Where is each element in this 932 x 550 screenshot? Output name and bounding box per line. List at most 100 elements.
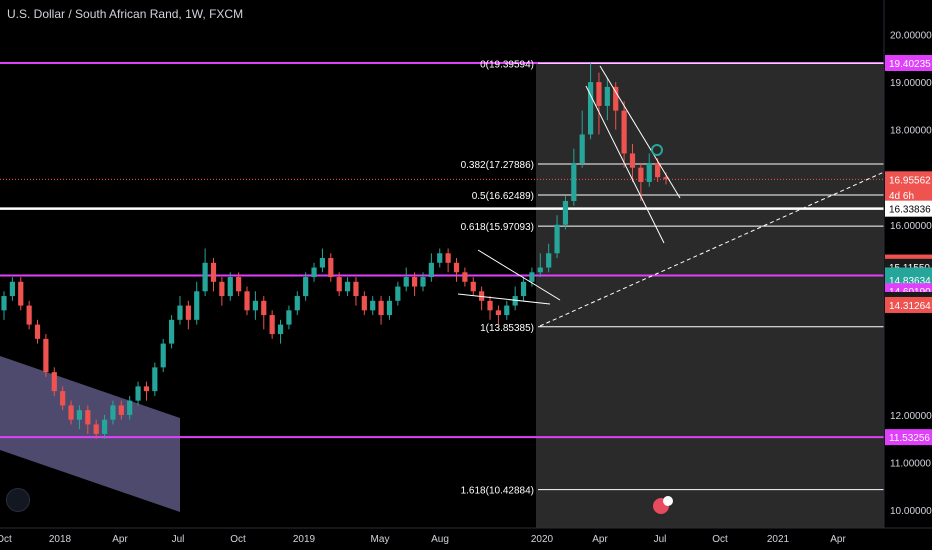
- price-label-text: 14.31264: [889, 301, 931, 312]
- price-tick-label: 11.00000: [890, 458, 931, 469]
- candle-body: [60, 391, 66, 406]
- candle-body: [43, 338, 49, 373]
- candle-body: [227, 277, 233, 297]
- candle-body: [311, 267, 317, 278]
- time-tick-label: 2018: [49, 534, 72, 545]
- candle-body: [437, 253, 443, 263]
- candle-body: [26, 305, 32, 325]
- time-tick-label: Jul: [654, 534, 667, 545]
- candle-body: [395, 286, 401, 301]
- candle-body: [34, 324, 41, 339]
- candle-body: [613, 86, 619, 111]
- candle-body: [261, 300, 267, 316]
- candle-body: [185, 305, 191, 320]
- price-label-box: [885, 429, 932, 446]
- candle-body: [344, 281, 351, 292]
- price-label: 19.40235: [885, 55, 932, 71]
- price-label-text: 19.40235: [889, 59, 931, 70]
- time-tick-label: May: [371, 534, 390, 545]
- candle-body: [336, 277, 342, 292]
- candle-body: [412, 277, 418, 287]
- wedge-line-top: [477, 249, 561, 301]
- candle-body: [294, 296, 300, 311]
- price-label: 16.95562: [885, 171, 932, 188]
- candle-body: [571, 162, 577, 201]
- price-label: 4d 6h: [885, 186, 932, 203]
- candle-body: [1, 296, 7, 311]
- fib-label: 0.618(15.97093): [461, 222, 534, 233]
- candle-body: [504, 305, 510, 316]
- time-tick-label: Aug: [431, 534, 449, 545]
- candle-body: [546, 253, 552, 268]
- candle-body: [252, 300, 258, 311]
- time-tick-label: 2019: [293, 534, 316, 545]
- price-tick-label: 12.00000: [890, 411, 932, 422]
- candle-body: [118, 405, 124, 415]
- candle-body: [303, 277, 309, 297]
- price-label-box: [885, 55, 932, 71]
- candle-body: [135, 386, 141, 401]
- candle-body: [177, 305, 183, 320]
- wedge-line-bottom: [457, 293, 551, 305]
- price-label-text: 11.53256: [889, 433, 930, 444]
- time-tick-label: Oct: [712, 534, 728, 545]
- candle-body: [127, 400, 133, 415]
- candlestick-series: [1, 63, 669, 439]
- price-axis[interactable]: 20.00000 19.00000 18.00000 16.00000 12.00000…: [883, 0, 932, 528]
- candle-body: [68, 405, 74, 420]
- fib-label: 0.382(17.27886): [461, 160, 534, 171]
- candle-body: [51, 372, 57, 392]
- candle-body: [328, 258, 334, 278]
- candle-body: [76, 410, 83, 420]
- candle-body: [319, 258, 326, 268]
- candle-body: [520, 281, 527, 297]
- fib-label: 0.5(16.62489): [472, 191, 534, 202]
- regression-channel: [0, 356, 180, 512]
- candle-body: [663, 177, 669, 180]
- trend-drawings: [457, 65, 885, 327]
- price-label-text: 14.83634: [889, 276, 931, 287]
- trend-line-upper: [599, 65, 681, 199]
- candle-body: [370, 300, 376, 311]
- candle-body: [110, 405, 116, 420]
- candle-body: [9, 281, 15, 297]
- candle-body: [219, 281, 225, 297]
- candle-body: [269, 315, 275, 335]
- fib-label: 0(19.39594): [480, 59, 534, 70]
- price-label-box: [885, 296, 932, 313]
- fibonacci-retracement: 0(19.39594) 0.382(17.27886) 0.5(16.62489) 0…: [461, 59, 884, 497]
- candle-body: [244, 291, 250, 311]
- tradingview-logo-icon[interactable]: [6, 488, 30, 512]
- price-label-box: [885, 186, 932, 203]
- price-tick-label: 10.00000: [890, 506, 932, 517]
- candle-body: [512, 296, 518, 306]
- candle-body: [629, 153, 636, 168]
- time-axis-background: [0, 528, 932, 550]
- candle-body: [638, 167, 644, 182]
- candle-body: [445, 253, 451, 263]
- price-label-text: 16.33836: [889, 205, 931, 216]
- candle-body: [403, 277, 409, 287]
- candle-body: [596, 82, 602, 106]
- time-axis[interactable]: Oct 2018 Apr Jul Oct 2019 May Aug 2020 Apr Jul Oct 2…: [0, 527, 932, 550]
- candle-body: [621, 110, 627, 154]
- candle-body: [353, 281, 359, 297]
- candle-body: [537, 267, 543, 273]
- price-label-box: [885, 171, 932, 188]
- price-label: 14.31264: [885, 296, 932, 313]
- trend-line-lower: [585, 85, 665, 244]
- candle-body: [236, 277, 242, 292]
- chart-title: U.S. Dollar / South African Rand, 1W, FX…: [7, 7, 244, 21]
- price-label-box: [885, 200, 932, 217]
- candle-body: [210, 262, 217, 282]
- candle-body: [495, 310, 502, 316]
- candle-body: [646, 162, 652, 182]
- candle-body: [554, 224, 560, 254]
- candle-body: [462, 272, 468, 282]
- candle-body: [160, 343, 166, 368]
- candle-body: [286, 310, 292, 325]
- candle-body: [562, 200, 569, 225]
- time-tick-label: 2020: [531, 534, 554, 545]
- price-tick-label: 19.00000: [890, 78, 932, 89]
